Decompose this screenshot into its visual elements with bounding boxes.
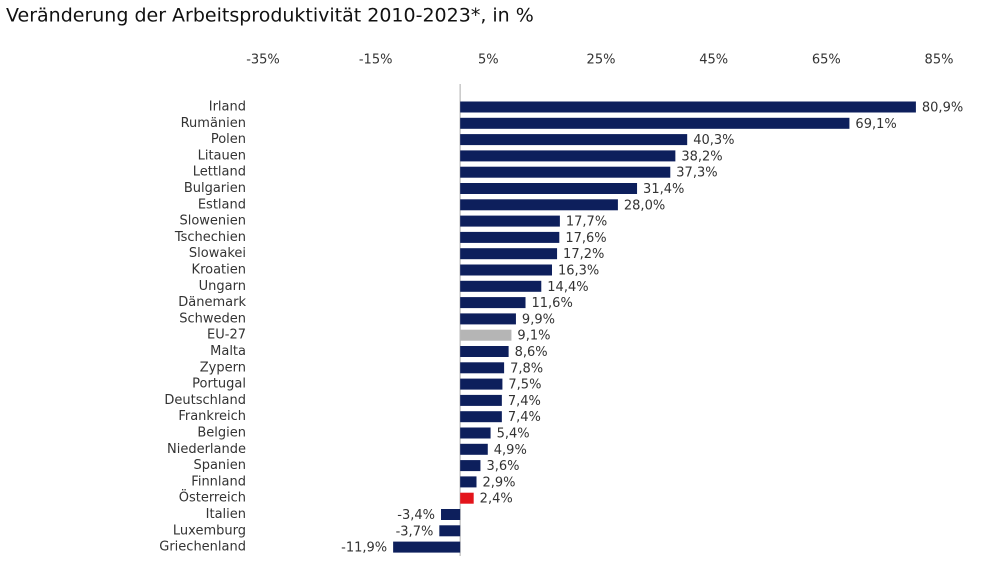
category-label: Bulgarien (184, 181, 246, 196)
bar (460, 427, 491, 439)
x-tick-label: -35% (246, 53, 280, 68)
bar (460, 362, 505, 374)
category-label: Frankreich (178, 409, 246, 424)
category-label: Belgien (197, 426, 246, 441)
category-label: Kroatien (192, 263, 246, 278)
value-label: 38,2% (681, 149, 722, 164)
category-label: Österreich (179, 489, 246, 506)
value-label: -3,4% (397, 508, 435, 523)
chart-title: Veränderung der Arbeitsproduktivität 201… (6, 5, 534, 27)
category-label: Rumänien (181, 116, 246, 131)
value-label: 8,6% (515, 345, 548, 360)
value-label: 40,3% (693, 133, 734, 148)
bar (460, 492, 474, 504)
category-label: Deutschland (164, 393, 246, 408)
bar (439, 525, 461, 537)
category-label: Malta (210, 344, 246, 359)
bar (460, 101, 916, 113)
value-label: 17,7% (566, 215, 607, 230)
bar (460, 329, 512, 341)
bar (460, 231, 560, 243)
value-label: -3,7% (396, 524, 434, 539)
x-tick-label: 45% (699, 53, 728, 68)
x-tick-label: -15% (359, 53, 393, 68)
category-label: Zypern (200, 360, 246, 375)
value-label: 2,9% (483, 475, 516, 490)
value-label: 17,6% (565, 231, 606, 246)
value-label: 7,4% (508, 410, 541, 425)
category-label: Irland (209, 100, 246, 115)
bar (460, 394, 502, 406)
value-label: 37,3% (676, 166, 717, 181)
category-label: Litauen (198, 148, 246, 163)
value-label: 28,0% (624, 198, 665, 213)
bar (460, 248, 558, 260)
bar (460, 313, 516, 325)
bar (460, 411, 502, 423)
bar (460, 264, 552, 276)
category-label: Ungarn (199, 279, 246, 294)
bar (393, 541, 461, 553)
bar (460, 134, 688, 146)
category-label: Estland (198, 197, 246, 212)
x-tick-label: 65% (812, 53, 841, 68)
category-label: Slowakei (189, 246, 246, 261)
value-label: 3,6% (486, 459, 519, 474)
value-label: 2,4% (480, 492, 513, 507)
value-label: 9,1% (517, 329, 550, 344)
category-label: Schweden (179, 311, 246, 326)
bar (460, 183, 638, 194)
bar (460, 117, 850, 129)
bar (441, 509, 461, 520)
bar (460, 443, 488, 455)
value-label: 31,4% (643, 182, 684, 197)
category-label: EU-27 (207, 328, 246, 343)
category-label: Tschechien (174, 230, 246, 245)
category-label: Slowenien (179, 214, 246, 229)
x-tick-label: 25% (587, 53, 616, 68)
value-label: 4,9% (494, 443, 527, 458)
category-label: Italien (206, 507, 246, 522)
category-label: Niederlande (167, 442, 246, 457)
value-label: 5,4% (497, 427, 530, 442)
category-label: Portugal (192, 377, 246, 392)
bar (460, 297, 526, 309)
category-label: Griechenland (159, 540, 246, 555)
bar (460, 215, 560, 227)
category-label: Spanien (193, 458, 246, 473)
value-label: 11,6% (532, 296, 573, 311)
category-label: Lettland (193, 165, 246, 180)
value-label: 17,2% (563, 247, 604, 262)
value-label: 16,3% (558, 264, 599, 279)
value-label: 69,1% (855, 117, 896, 132)
category-label: Polen (211, 132, 246, 147)
category-label: Luxemburg (173, 523, 246, 538)
value-label: 14,4% (547, 280, 588, 295)
bar (460, 199, 618, 211)
bar (460, 346, 509, 357)
value-label: 7,8% (510, 361, 543, 376)
x-tick-label: 5% (478, 53, 499, 68)
value-label: 7,5% (508, 378, 541, 393)
bar (460, 150, 676, 162)
value-label: 9,9% (522, 312, 555, 327)
bar (460, 476, 477, 488)
x-tick-label: 85% (925, 53, 954, 68)
value-label: -11,9% (341, 541, 387, 556)
category-label: Finnland (191, 474, 246, 489)
bar (460, 460, 481, 472)
category-label: Dänemark (178, 295, 246, 310)
bar (460, 166, 671, 178)
value-label: 7,4% (508, 394, 541, 409)
bar (460, 378, 503, 390)
bar (460, 280, 542, 292)
value-label: 80,9% (922, 101, 963, 116)
